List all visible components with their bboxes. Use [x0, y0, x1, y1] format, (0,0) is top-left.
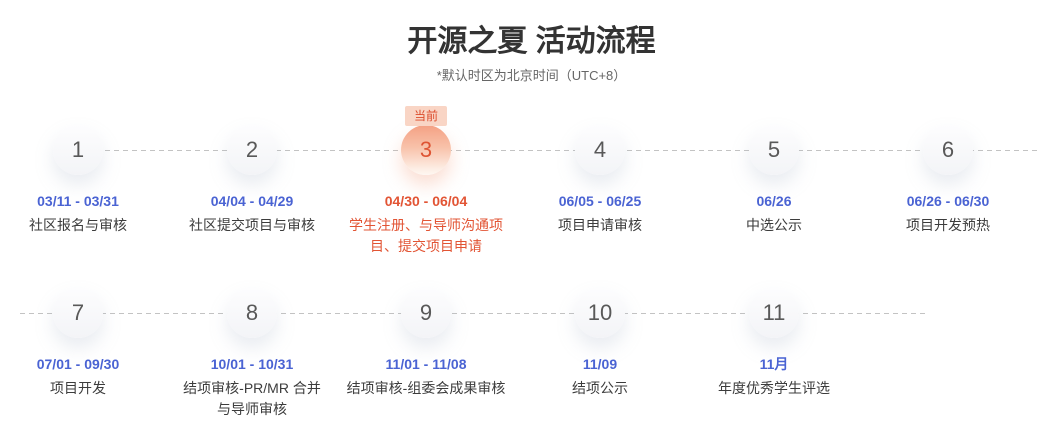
step-label: 项目开发预热 [906, 217, 990, 233]
timeline-step-5: 5 06/26 中选公示 [687, 125, 861, 236]
step-number: 3 [419, 137, 433, 162]
timeline-step-1: 1 03/11 - 03/31 社区报名与审核 [0, 125, 165, 236]
step-circle: 7 [53, 288, 103, 338]
timeline-connector-row1 [78, 150, 1040, 151]
step-date: 06/05 - 06/25 [558, 193, 642, 209]
step-label: 结项审核-组委会成果审核 [346, 380, 506, 396]
step-label: 项目申请审核 [558, 217, 642, 233]
step-number: 6 [941, 137, 955, 162]
step-label: 结项公示 [572, 380, 628, 396]
timeline-step-3-current: 当前 3 04/30 - 06/04 学生注册、与导师沟通项 目、提交项目申请 [339, 106, 513, 257]
timeline-step-6: 6 06/26 - 06/30 项目开发预热 [861, 125, 1035, 236]
step-circle: 5 [749, 125, 799, 175]
step-date: 04/04 - 04/29 [210, 193, 294, 209]
timezone-note: *默认时区为北京时间（UTC+8） [436, 68, 627, 83]
timeline-step-10: 10 11/09 结项公示 [513, 288, 687, 399]
timeline-step-8: 8 10/01 - 10/31 结项审核-PR/MR 合并 与导师审核 [165, 288, 339, 420]
step-circle: 6 [923, 125, 973, 175]
step-number: 5 [767, 137, 781, 162]
step-date: 06/26 - 06/30 [906, 193, 990, 209]
step-number: 8 [245, 300, 259, 325]
step-circle: 1 [53, 125, 103, 175]
timeline-step-9: 9 11/01 - 11/08 结项审核-组委会成果审核 [339, 288, 513, 399]
step-circle: 11 [749, 288, 799, 338]
page-title: 开源之夏 活动流程 [407, 25, 656, 58]
step-number: 7 [71, 300, 85, 325]
step-label: 社区提交项目与审核 [189, 217, 315, 233]
step-circle: 8 [227, 288, 277, 338]
step-date: 11/01 - 11/08 [385, 356, 467, 372]
timeline-step-4: 4 06/05 - 06/25 项目申请审核 [513, 125, 687, 236]
timeline-step-2: 2 04/04 - 04/29 社区提交项目与审核 [165, 125, 339, 236]
step-date: 11/09 [582, 356, 618, 372]
step-date: 10/01 - 10/31 [210, 356, 294, 372]
step-number: 9 [419, 300, 433, 325]
step-label: 中选公示 [746, 217, 802, 233]
step-number: 2 [245, 137, 259, 162]
step-circle: 9 [401, 288, 451, 338]
step-date: 04/30 - 06/04 [384, 193, 468, 209]
timeline-step-11: 11 11月 年度优秀学生评选 [687, 288, 861, 399]
step-label: 项目开发 [50, 380, 106, 396]
timeline-step-7: 7 07/01 - 09/30 项目开发 [0, 288, 165, 399]
step-number: 11 [762, 300, 786, 325]
step-date: 11月 [759, 356, 789, 372]
step-date: 03/11 - 03/31 [37, 193, 119, 209]
step-circle: 4 [575, 125, 625, 175]
timeline-connector-row2 [20, 313, 925, 314]
step-circle: 10 [575, 288, 625, 338]
step-label: 社区报名与审核 [29, 217, 127, 233]
step-number: 4 [593, 137, 607, 162]
step-circle: 2 [227, 125, 277, 175]
step-number: 1 [71, 137, 85, 162]
current-badge: 当前 [404, 106, 448, 126]
step-label: 结项审核-PR/MR 合并 与导师审核 [183, 380, 321, 417]
step-date: 07/01 - 09/30 [36, 356, 120, 372]
step-label: 年度优秀学生评选 [718, 380, 830, 396]
step-date: 06/26 [756, 193, 792, 209]
step-circle: 3 [401, 125, 451, 175]
step-label: 学生注册、与导师沟通项 目、提交项目申请 [349, 217, 503, 254]
step-number: 10 [587, 300, 613, 325]
